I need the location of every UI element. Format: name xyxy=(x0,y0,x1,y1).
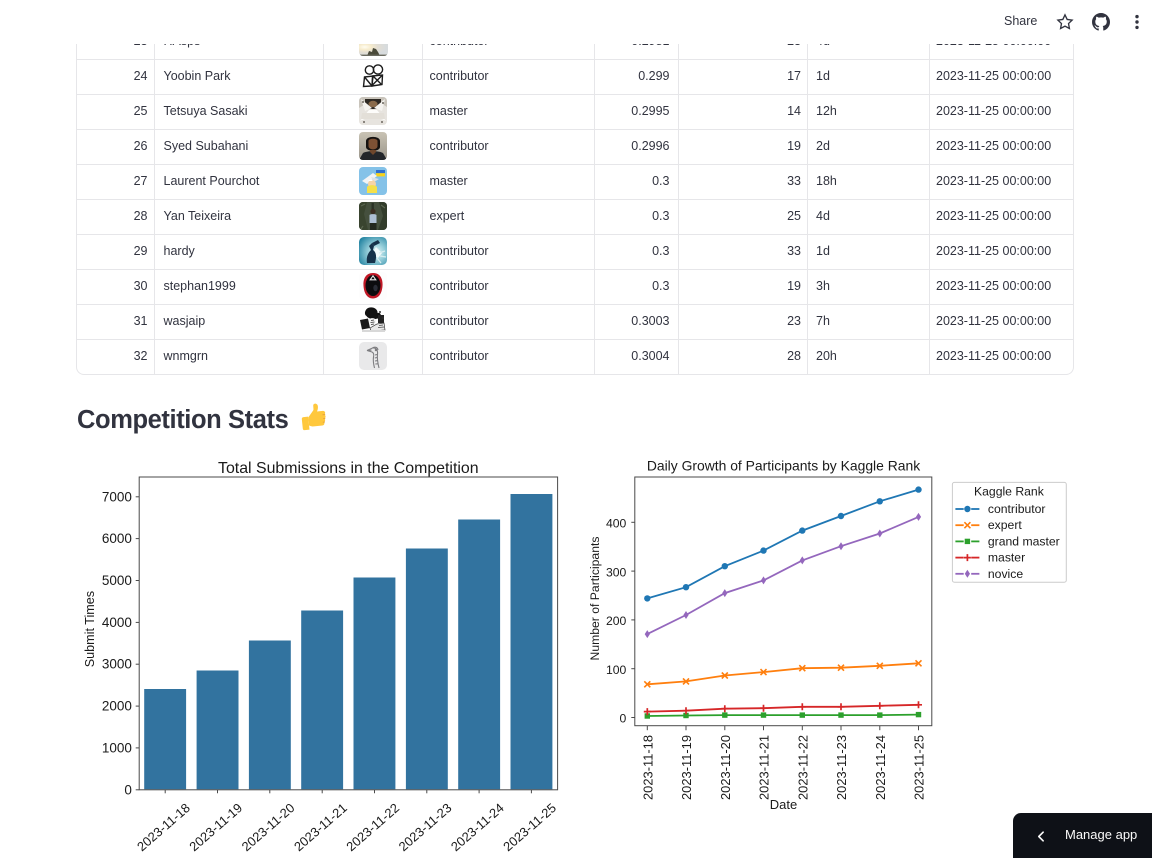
svg-text:2023-11-22: 2023-11-22 xyxy=(795,735,810,800)
svg-text:2023-11-24: 2023-11-24 xyxy=(873,735,888,800)
svg-text:100: 100 xyxy=(606,663,627,677)
svg-text:400: 400 xyxy=(606,517,627,531)
svg-text:Submit Times: Submit Times xyxy=(83,591,97,667)
svg-text:2023-11-24: 2023-11-24 xyxy=(448,800,507,854)
svg-text:2023-11-20: 2023-11-20 xyxy=(718,735,733,800)
svg-text:expert: expert xyxy=(988,518,1022,532)
svg-text:novice: novice xyxy=(988,567,1023,581)
svg-text:2023-11-19: 2023-11-19 xyxy=(679,735,694,800)
svg-text:6000: 6000 xyxy=(102,531,132,546)
svg-text:2023-11-22: 2023-11-22 xyxy=(343,800,402,854)
svg-text:1000: 1000 xyxy=(102,740,132,755)
svg-text:300: 300 xyxy=(606,565,627,579)
svg-text:0: 0 xyxy=(620,712,627,726)
svg-text:2023-11-25: 2023-11-25 xyxy=(912,735,927,800)
svg-text:2023-11-18: 2023-11-18 xyxy=(640,735,655,800)
svg-text:2023-11-23: 2023-11-23 xyxy=(396,800,455,854)
svg-text:0: 0 xyxy=(124,782,132,797)
svg-text:2023-11-20: 2023-11-20 xyxy=(239,800,298,854)
svg-text:contributor: contributor xyxy=(988,502,1046,516)
svg-text:200: 200 xyxy=(606,614,627,628)
svg-text:4000: 4000 xyxy=(102,615,132,630)
svg-text:Date: Date xyxy=(770,797,797,812)
svg-text:3000: 3000 xyxy=(102,657,132,672)
svg-text:master: master xyxy=(988,551,1025,565)
svg-text:2023-11-23: 2023-11-23 xyxy=(834,735,849,800)
svg-text:2023-11-21: 2023-11-21 xyxy=(291,800,350,854)
svg-text:Kaggle Rank: Kaggle Rank xyxy=(974,485,1045,499)
svg-text:2000: 2000 xyxy=(102,699,132,714)
svg-text:Total Submissions in the Compe: Total Submissions in the Competition xyxy=(218,460,479,477)
svg-text:2023-11-19: 2023-11-19 xyxy=(186,800,245,854)
svg-text:2023-11-18: 2023-11-18 xyxy=(134,800,193,854)
svg-text:5000: 5000 xyxy=(102,573,132,588)
svg-text:2023-11-21: 2023-11-21 xyxy=(757,735,772,800)
svg-text:Daily Growth of Participants b: Daily Growth of Participants by Kaggle R… xyxy=(647,458,920,474)
svg-text:2023-11-25: 2023-11-25 xyxy=(500,800,559,854)
svg-text:Number of Participants: Number of Participants xyxy=(588,537,602,661)
svg-text:grand master: grand master xyxy=(988,534,1060,548)
svg-text:7000: 7000 xyxy=(102,489,132,504)
